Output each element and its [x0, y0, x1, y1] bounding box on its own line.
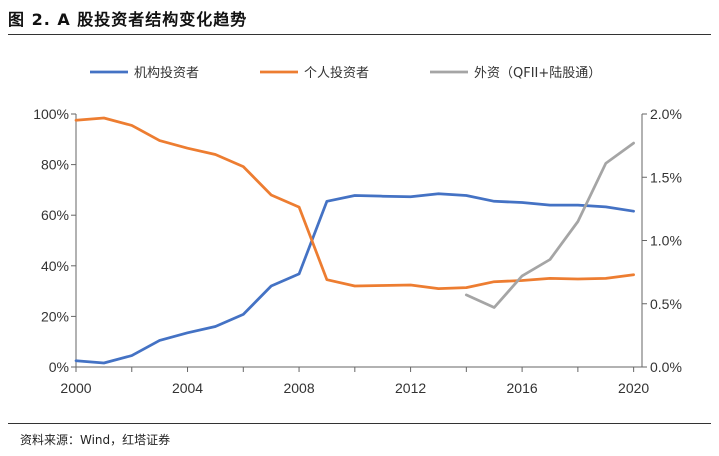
title-divider [8, 34, 711, 35]
y-right-tick-label: 0.0% [650, 359, 682, 375]
source-note: 资料来源：Wind，红塔证券 [20, 433, 171, 447]
y-right-tick-label: 1.0% [650, 233, 682, 249]
y-left-tick-label: 100% [33, 106, 69, 122]
x-tick-label: 2000 [60, 380, 91, 396]
source-divider [8, 423, 711, 424]
y-left-tick-label: 40% [41, 258, 69, 274]
legend-label-3: 外资（QFII+陆股通） [474, 65, 601, 81]
y-left-tick-label: 0% [49, 359, 69, 375]
x-tick-label: 2004 [172, 380, 203, 396]
legend-label-1: 机构投资者 [134, 65, 199, 81]
x-tick-label: 2012 [395, 380, 426, 396]
line-chart: 机构投资者 个人投资者 外资（QFII+陆股通） 0% 20% 40% 60% 80% 100… [33, 65, 682, 396]
y-right-tick-label: 2.0% [650, 106, 682, 122]
series-line-2 [74, 116, 635, 290]
series-line-1 [74, 192, 635, 365]
series-line-3 [464, 141, 635, 309]
chart-series [74, 116, 635, 365]
legend-label-2: 个人投资者 [304, 65, 369, 81]
x-tick-label: 2016 [507, 380, 538, 396]
y-left-tick-label: 20% [41, 308, 69, 324]
figure-title: 图 2. A 股投资者结构变化趋势 [8, 10, 248, 29]
y-right-tick-label: 1.5% [650, 169, 682, 185]
y-right-tick-label: 0.5% [650, 296, 682, 312]
x-tick-label: 2008 [283, 380, 314, 396]
y-left-tick-label: 60% [41, 207, 69, 223]
x-tick-label: 2020 [618, 380, 649, 396]
chart-legend: 机构投资者 个人投资者 外资（QFII+陆股通） [90, 65, 601, 81]
y-left-tick-label: 80% [41, 157, 69, 173]
chart-axes: 0% 20% 40% 60% 80% 100% 0.0% 0.5% 1.0% 1.5% 2.0% 20… [33, 106, 682, 396]
